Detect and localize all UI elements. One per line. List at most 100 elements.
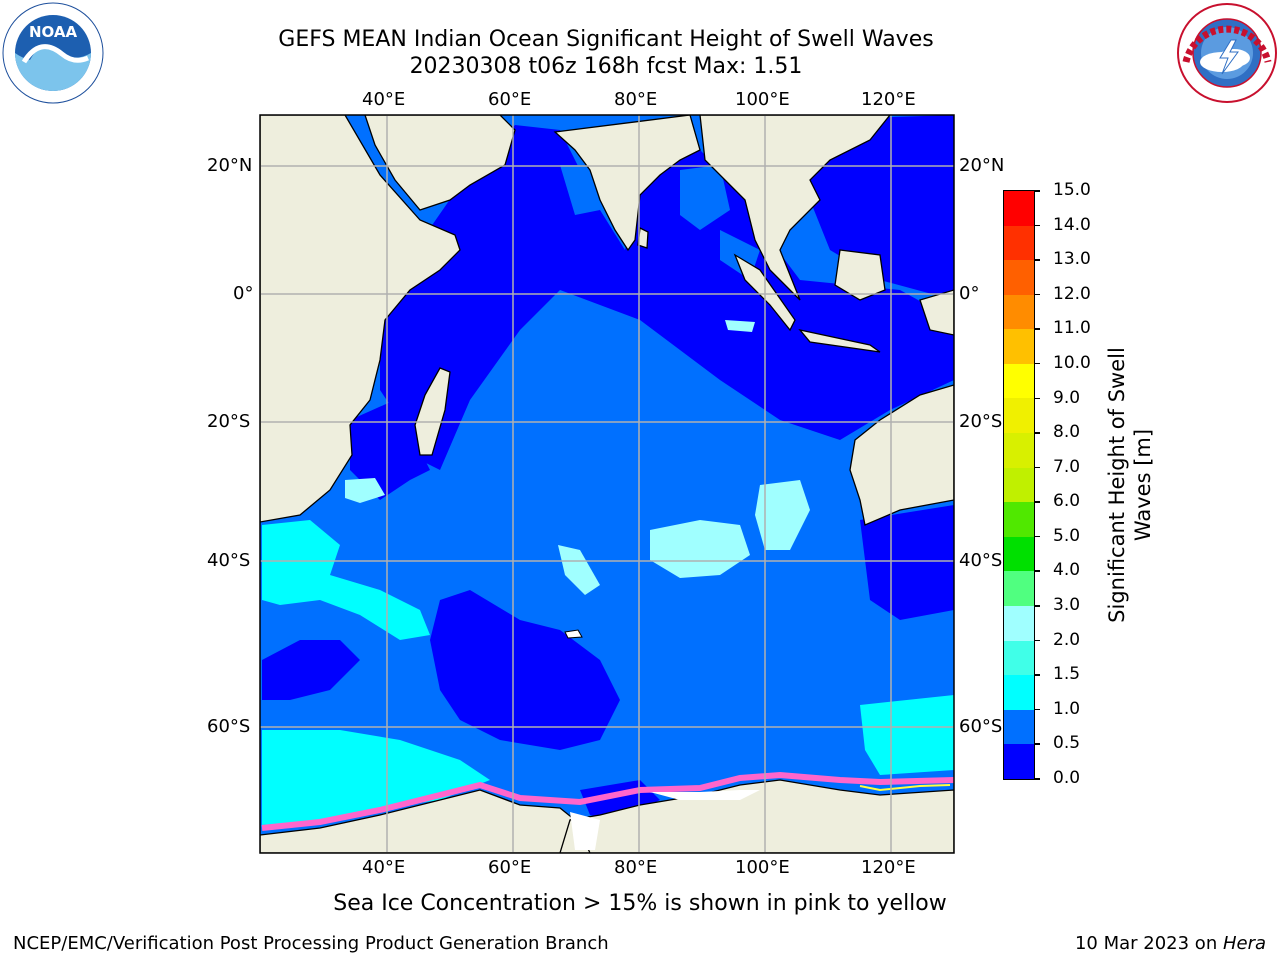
wave-zone-1-1.5-central — [650, 520, 750, 578]
colorbar-bin — [1004, 605, 1034, 641]
wave-zone-1-1.5-south — [262, 730, 490, 825]
colorbar-tick-mark — [1034, 639, 1040, 642]
lon-label-bottom-120e: 120°E — [861, 857, 916, 878]
gridlines — [260, 115, 954, 853]
lon-label-top-80e: 80°E — [614, 89, 658, 110]
lon-label-top-60e: 60°E — [488, 89, 532, 110]
colorbar-tick-label: 0.5 — [1053, 733, 1081, 754]
wave-zone-1-1.5-small-2 — [558, 545, 600, 595]
wave-zone-0-0.5-mozambique — [350, 400, 430, 500]
colorbar-bin — [1004, 709, 1034, 745]
colorbar-tick-label: 5.0 — [1053, 525, 1081, 546]
colorbar-tick-mark — [1034, 293, 1040, 296]
colorbar-bin — [1004, 225, 1034, 261]
colorbar-tick-label: 8.0 — [1053, 422, 1081, 443]
colorbar-bin — [1004, 571, 1034, 606]
colorbar-bin — [1004, 260, 1034, 295]
lat-label-right-20s: 20°S — [959, 411, 1003, 432]
colorbar-tick-mark — [1034, 674, 1040, 676]
colorbar-tick-mark — [1034, 397, 1040, 400]
colorbar-bin — [1004, 191, 1034, 226]
colorbar-tick-label: 14.0 — [1053, 214, 1091, 235]
colorbar-bin — [1004, 467, 1034, 503]
map-frame — [259, 114, 955, 854]
lat-label-left-20s: 20°S — [207, 411, 251, 432]
wave-zone-0-0.5-south-central — [430, 590, 620, 750]
colorbar-tick-label: 1.0 — [1053, 698, 1081, 719]
colorbar-bin — [1004, 329, 1034, 364]
land-australia — [849, 384, 954, 526]
land-kerguelen — [564, 629, 583, 639]
colorbar-tick-label: 6.0 — [1053, 491, 1081, 512]
lat-label-right-20n: 20°N — [959, 155, 1005, 176]
colorbar-tick-label: 3.0 — [1053, 595, 1081, 616]
land-antarctica — [260, 779, 954, 853]
wave-zone-0-0.5-southeast — [860, 505, 954, 620]
colorbar — [1003, 190, 1035, 780]
colorbar-tick-label: 7.0 — [1053, 456, 1081, 477]
wave-zone-1-1.5-west — [262, 520, 430, 640]
colorbar-tick-label: 0.0 — [1053, 768, 1081, 788]
noaa-logo: NOAA — [2, 2, 104, 104]
colorbar-bin — [1004, 744, 1034, 779]
colorbar-tick-mark — [1034, 190, 1040, 192]
lat-label-right-40s: 40°S — [959, 550, 1003, 571]
sea-ice-band-yellow — [859, 784, 951, 792]
colorbar-tick-mark — [1034, 259, 1040, 261]
land-java — [798, 328, 881, 353]
wave-zone-1-1.5-small-3 — [725, 320, 755, 332]
colorbar-bin — [1004, 398, 1034, 434]
lon-label-bottom-60e: 60°E — [488, 857, 532, 878]
sea-ice-note: Sea Ice Concentration > 15% is shown in … — [333, 891, 947, 916]
lon-label-top-40e: 40°E — [362, 89, 406, 110]
footer-date-text: 10 Mar 2023 on — [1074, 933, 1223, 954]
colorbar-tick-label: 15.0 — [1053, 180, 1091, 200]
wave-zone-1-1.5-southeast — [860, 695, 954, 775]
land-arabia — [364, 115, 516, 211]
chart-title: GEFS MEAN Indian Ocean Significant Heigh… — [278, 27, 934, 52]
footer-producer: NCEP/EMC/Verification Post Processing Pr… — [13, 933, 609, 954]
land-africa — [260, 115, 461, 523]
footer-host: Hera — [1222, 933, 1266, 954]
colorbar-tick-label: 1.5 — [1053, 664, 1081, 685]
colorbar-bin — [1004, 536, 1034, 572]
lon-label-top-100e: 100°E — [735, 89, 790, 110]
lat-label-right-0: 0° — [959, 283, 980, 304]
colorbar-tick-mark — [1034, 224, 1040, 227]
noaa-logo-text: NOAA — [29, 23, 78, 41]
colorbar-bin — [1004, 433, 1034, 468]
colorbar-tick-mark — [1034, 466, 1040, 469]
lat-label-right-60s: 60°S — [959, 716, 1003, 737]
lon-label-bottom-100e: 100°E — [735, 857, 790, 878]
colorbar-tick-mark — [1034, 570, 1040, 572]
lat-label-left-40s: 40°S — [207, 550, 251, 571]
colorbar-tick-mark — [1034, 743, 1040, 745]
colorbar-tick-label: 2.0 — [1053, 629, 1081, 650]
wave-zone-0-0.5-north — [380, 125, 954, 470]
colorbar-tick-label: 4.0 — [1053, 560, 1081, 581]
colorbar-tick-mark — [1034, 432, 1040, 434]
land-antarctica-white-shelf — [570, 790, 760, 850]
wave-zone-0-0.5-indonesia — [800, 115, 954, 300]
colorbar-tick-mark — [1034, 535, 1040, 538]
colorbar-bin — [1004, 675, 1034, 710]
colorbar-tick-label: 9.0 — [1053, 387, 1081, 408]
colorbar-tick-mark — [1034, 328, 1040, 330]
colorbar-bin — [1004, 294, 1034, 330]
nws-logo — [1177, 3, 1277, 103]
colorbar-tick-label: 13.0 — [1053, 249, 1091, 270]
lat-label-left-0: 0° — [233, 283, 254, 304]
colorbar-bin — [1004, 502, 1034, 537]
wave-zone-1-1.5-central-2 — [755, 480, 810, 550]
lon-label-bottom-80e: 80°E — [614, 857, 658, 878]
sea-ice-band — [261, 771, 954, 831]
wave-zone-0.5-1-bay — [560, 165, 760, 280]
land-borneo — [834, 249, 886, 301]
lon-label-bottom-40e: 40°E — [362, 857, 406, 878]
colorbar-tick-label: 12.0 — [1053, 283, 1091, 304]
land-india — [553, 115, 701, 252]
lon-label-top-120e: 120°E — [861, 89, 916, 110]
lat-label-left-60s: 60°S — [207, 716, 251, 737]
wave-zone-1-1.5-small-1 — [345, 478, 385, 503]
